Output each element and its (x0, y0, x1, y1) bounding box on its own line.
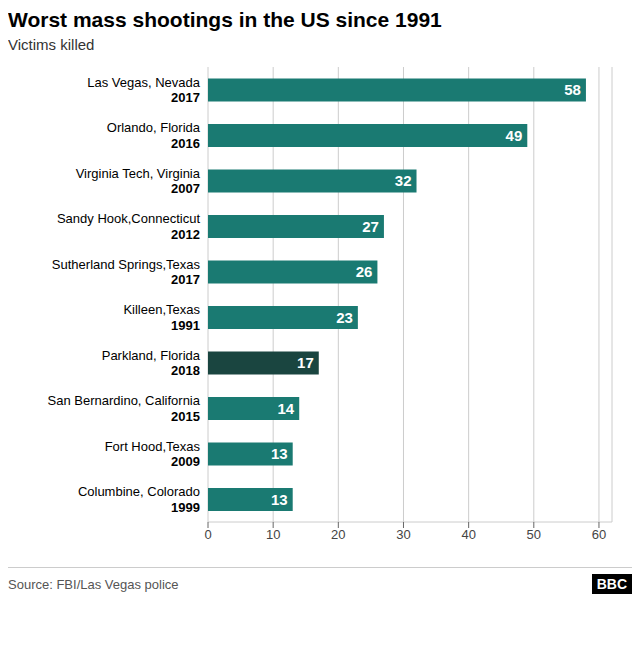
svg-text:Killeen,Texas1991: Killeen,Texas1991 (123, 302, 200, 333)
svg-text:Sandy Hook,Connecticut2012: Sandy Hook,Connecticut2012 (57, 211, 200, 242)
svg-text:Las Vegas, Nevada2017: Las Vegas, Nevada2017 (87, 75, 201, 106)
svg-text:58: 58 (564, 81, 581, 98)
svg-text:50: 50 (527, 527, 541, 542)
svg-text:40: 40 (461, 527, 475, 542)
svg-text:Sutherland Springs,Texas2017: Sutherland Springs,Texas2017 (52, 257, 201, 288)
html-text:Source: FBI/Las Vegas police: Source: FBI/Las Vegas police (8, 576, 179, 592)
svg-text:30: 30 (396, 527, 410, 542)
svg-text:0: 0 (204, 527, 211, 542)
svg-text:13: 13 (271, 445, 288, 462)
svg-text:Fort Hood,Texas2009: Fort Hood,Texas2009 (105, 439, 201, 470)
svg-text:San Bernardino, California2015: San Bernardino, California2015 (48, 393, 201, 424)
html-text:BBC: BBC (596, 576, 627, 592)
svg-text:60: 60 (592, 527, 606, 542)
html-text:Worst mass shootings in the US: Worst mass shootings in the US since 199… (8, 8, 442, 31)
svg-text:Parkland, Florida2018: Parkland, Florida2018 (102, 348, 201, 379)
svg-text:49: 49 (506, 127, 523, 144)
svg-text:10: 10 (266, 527, 280, 542)
svg-text:Virginia Tech, Virginia2007: Virginia Tech, Virginia2007 (76, 166, 201, 197)
svg-text:14: 14 (278, 400, 295, 417)
svg-text:26: 26 (356, 263, 373, 280)
svg-text:20: 20 (331, 527, 345, 542)
svg-text:Orlando, Florida2016: Orlando, Florida2016 (107, 120, 201, 151)
svg-text:13: 13 (271, 491, 288, 508)
svg-text:Columbine, Colorado1999: Columbine, Colorado1999 (78, 484, 200, 515)
svg-text:27: 27 (362, 218, 379, 235)
svg-text:32: 32 (395, 172, 412, 189)
html-text:Victims killed: Victims killed (8, 36, 95, 53)
svg-text:23: 23 (336, 309, 353, 326)
svg-text:17: 17 (297, 354, 314, 371)
